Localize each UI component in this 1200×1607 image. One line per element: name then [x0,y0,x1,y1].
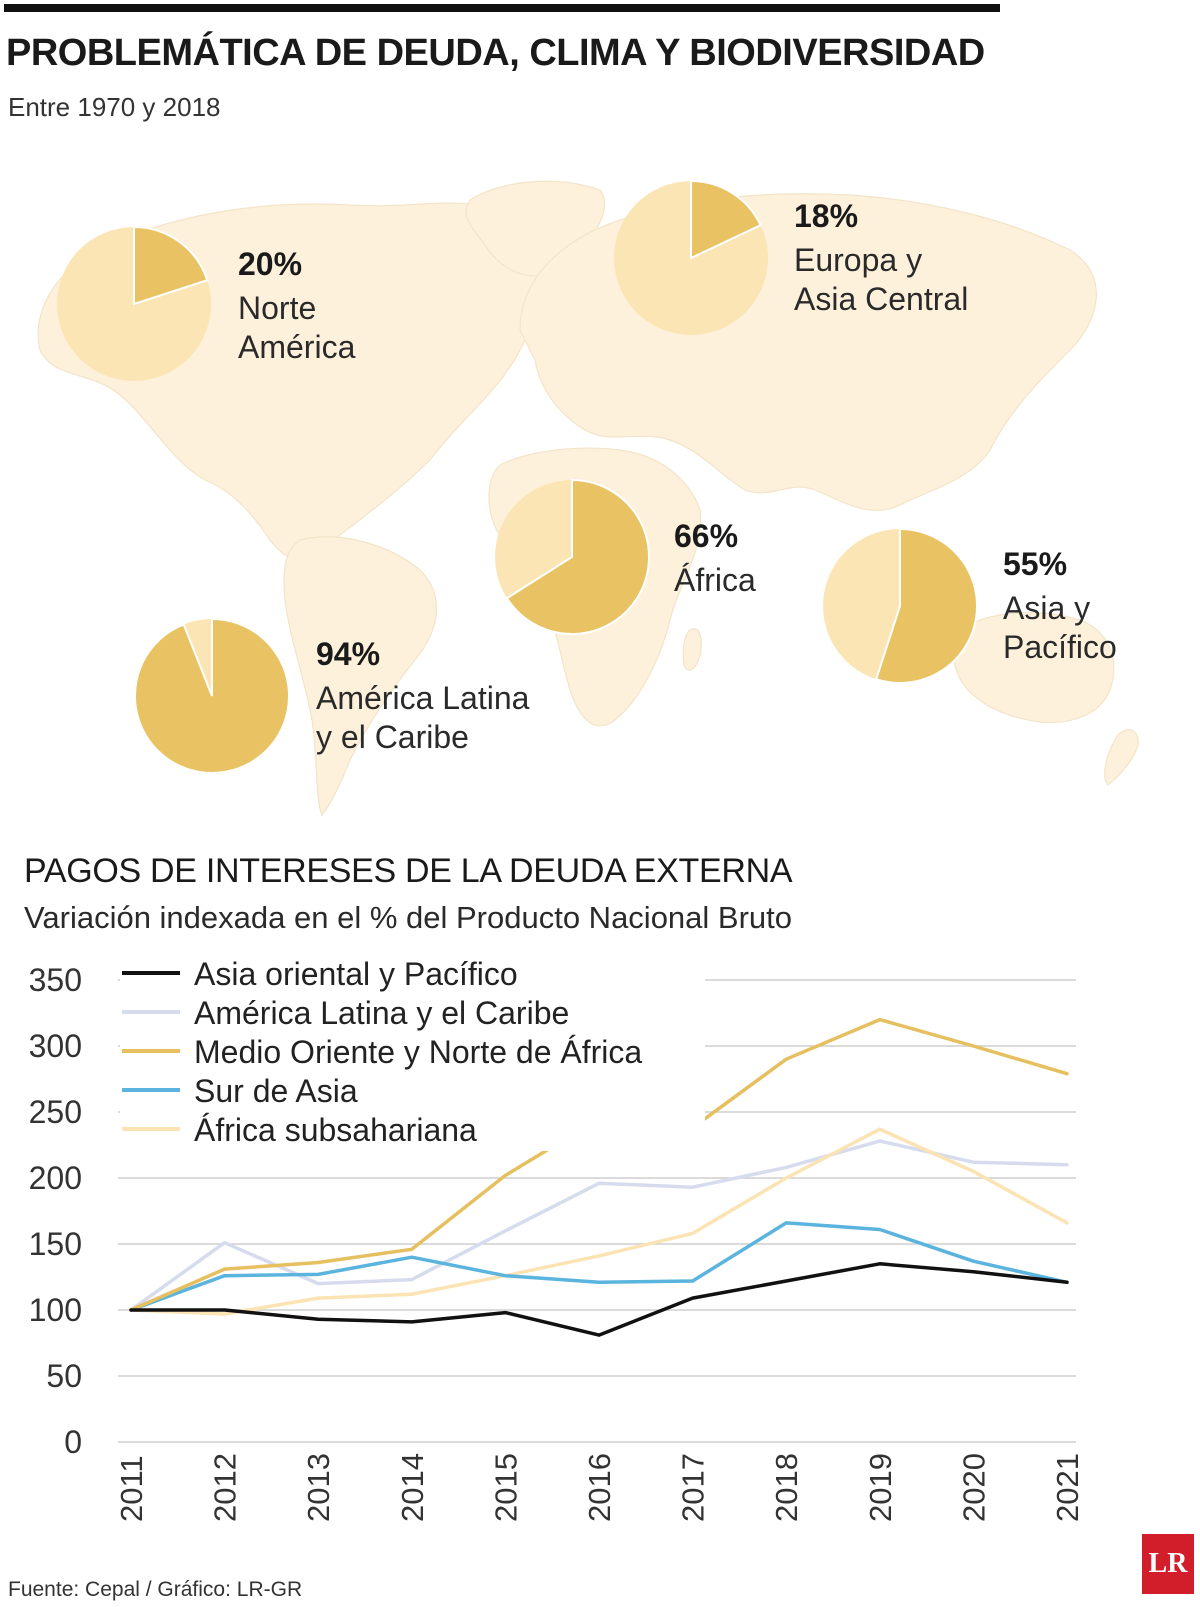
region-name-line: América [238,329,356,365]
legend-label: Sur de Asia [194,1073,358,1109]
series-line [129,1221,1069,1312]
x-tick-label: 2021 [1050,1453,1085,1522]
region-percentage: 66% [674,518,739,554]
pie-value-slice [133,226,209,306]
x-tick-label: 2015 [488,1453,523,1522]
source-note: Fuente: Cepal / Gráfico: LR-GR [8,1578,303,1601]
map-south-america [283,536,438,817]
x-tick-label: 2019 [863,1453,898,1522]
legend-label: Asia oriental y Pacífico [194,956,518,992]
series-line [129,1127,1069,1316]
legend-background [120,1033,705,1073]
pie-chart [614,180,768,335]
page-title: PROBLEMÁTICA DE DEUDA, CLIMA Y BIODIVERS… [6,32,985,74]
legend-label: Medio Oriente y Norte de África [194,1034,642,1070]
series-line [129,1262,1069,1337]
x-tick-label: 2014 [395,1453,430,1522]
lr-logo: LR [1142,1534,1194,1594]
region-percentage: 20% [238,246,303,282]
map-madagascar [682,628,702,671]
top-rule [4,4,1000,12]
region-name-line: África [674,562,756,598]
page-subtitle: Entre 1970 y 2018 [8,92,221,122]
pie-chart [823,528,978,684]
legend-background [120,1072,705,1112]
region-name-line: Norte [238,290,317,326]
y-tick-label: 350 [29,962,82,998]
line-chart-subtitle: Variación indexada en el % del Producto … [24,900,793,935]
y-tick-label: 100 [29,1292,82,1328]
region-name-line: Europa y [794,242,923,278]
map-new-zealand [1104,729,1139,786]
region-name-line: Asia y [1003,590,1091,626]
y-tick-label: 300 [29,1028,82,1064]
legend-background [120,955,705,995]
region-name-line: América Latina [316,680,530,716]
map-australia [953,611,1115,724]
pie-value-slice [690,180,763,260]
x-tick-label: 2011 [114,1455,149,1522]
pie-value-slice [505,479,650,635]
y-tick-label: 0 [64,1424,82,1460]
pie-chart [495,479,650,635]
region-name-line: Pacífico [1003,629,1117,665]
x-tick-label: 2020 [956,1453,991,1522]
legend-label: África subsahariana [194,1112,477,1148]
y-tick-label: 50 [46,1358,82,1394]
legend-background [120,1111,705,1151]
legend-background [120,994,705,1034]
x-tick-label: 2012 [208,1453,243,1522]
pie-chart [134,618,290,774]
y-tick-label: 200 [29,1160,82,1196]
region-name-line: y el Caribe [316,719,469,755]
y-tick-label: 250 [29,1094,82,1130]
region-percentage: 55% [1003,546,1068,582]
series-line [129,1139,1069,1312]
region-percentage: 94% [316,636,381,672]
x-tick-label: 2013 [301,1453,336,1522]
pie-value-slice [134,618,290,774]
legend-label: América Latina y el Caribe [194,995,569,1031]
x-tick-label: 2018 [769,1453,804,1522]
pie-value-slice [874,528,978,684]
region-name-line: Asia Central [794,281,969,317]
line-chart-title: PAGOS DE INTERESES DE LA DEUDA EXTERNA [24,852,793,890]
y-tick-label: 150 [29,1226,82,1262]
region-percentage: 18% [794,198,859,234]
pie-chart [57,226,211,381]
x-tick-label: 2017 [676,1453,711,1522]
x-tick-label: 2016 [582,1453,617,1522]
